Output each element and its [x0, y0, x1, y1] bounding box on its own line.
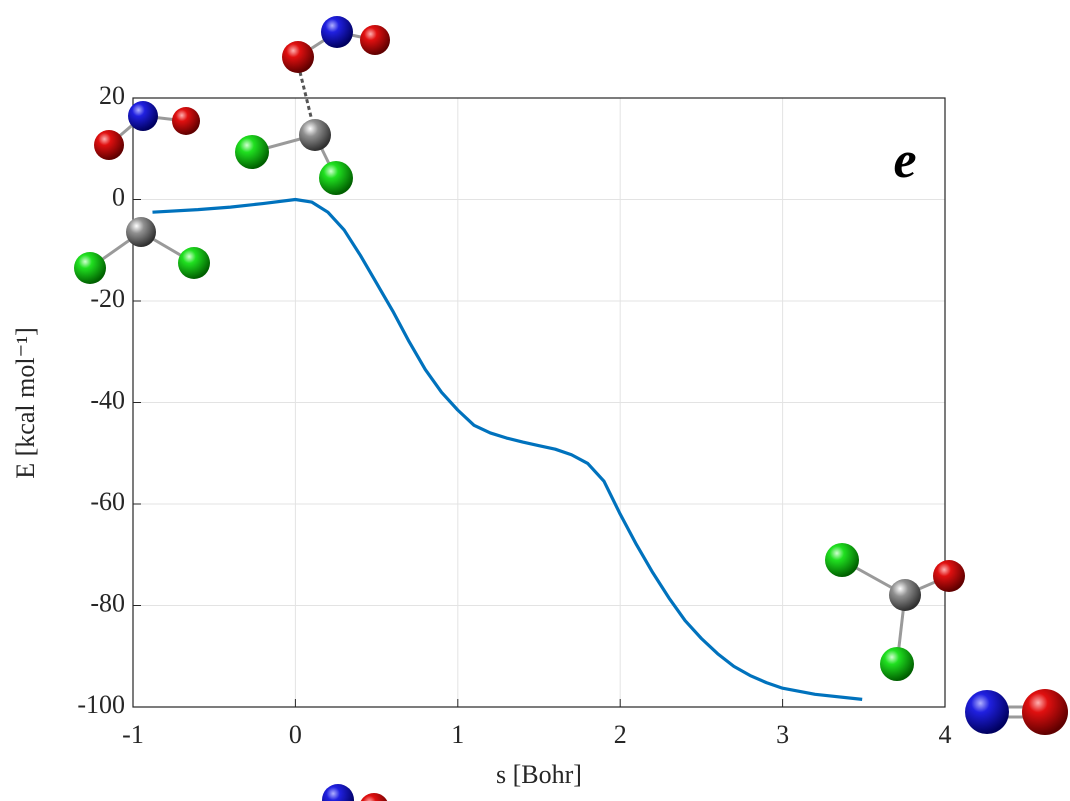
x-tick-label: 2 — [614, 720, 627, 749]
x-tick-label: -1 — [122, 720, 144, 749]
y-tick-label: -40 — [90, 385, 125, 414]
y-tick-label: -20 — [90, 284, 125, 313]
x-tick-label: 3 — [776, 720, 789, 749]
panel-label: e — [893, 132, 916, 189]
y-tick-label: 20 — [99, 81, 125, 110]
x-tick-label: 0 — [289, 720, 302, 749]
y-axis-label: E [kcal mol⁻¹] — [11, 327, 40, 478]
x-tick-label: 1 — [451, 720, 464, 749]
y-tick-label: 0 — [112, 182, 125, 211]
x-tick-label: 4 — [939, 720, 952, 749]
y-tick-label: -80 — [90, 588, 125, 617]
y-tick-label: -100 — [77, 690, 125, 719]
x-axis-label: s [Bohr] — [496, 760, 582, 789]
chart: -1 0 1 2 3 4 -100 -80 -60 -40 -20 0 20 e s [Bohr] E … — [0, 0, 1070, 801]
y-tick-label: -60 — [90, 487, 125, 516]
